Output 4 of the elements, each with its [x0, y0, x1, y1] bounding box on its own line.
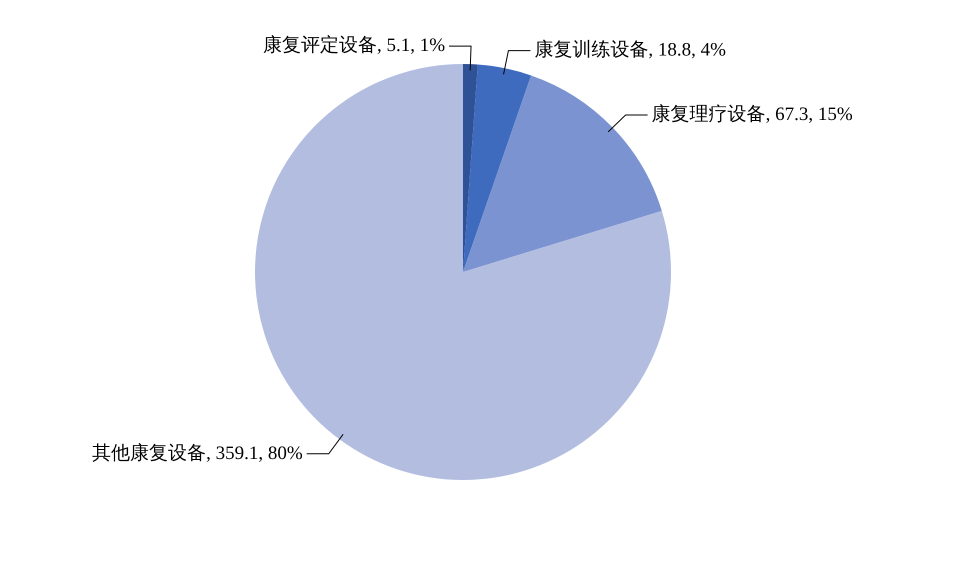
slice-label: 康复训练设备, 18.8, 4%: [534, 38, 726, 61]
slice-label: 康复评定设备, 5.1, 1%: [262, 34, 446, 56]
slice-label: 康复理疗设备, 67.3, 15%: [652, 103, 853, 126]
slice-label: 其他康复设备, 359.1, 80%: [92, 442, 303, 464]
